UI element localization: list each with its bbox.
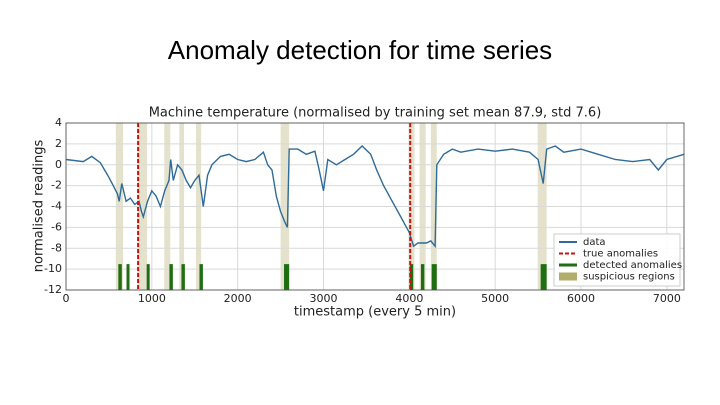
detected-anomaly: [431, 264, 437, 290]
detected-anomaly: [199, 264, 203, 290]
x-tick-label: 1000: [138, 292, 166, 305]
x-tick-label: 3000: [310, 292, 338, 305]
detected-anomaly: [284, 264, 290, 290]
x-tick-label: 6000: [567, 292, 595, 305]
x-tick-label: 0: [63, 292, 70, 305]
legend-label: true anomalies: [583, 249, 658, 260]
y-tick-label: -6: [51, 220, 62, 233]
legend-label: detected anomalies: [583, 260, 682, 271]
x-tick-label: 2000: [224, 292, 252, 305]
y-tick-label: -2: [51, 179, 62, 192]
chart-title: Machine temperature (normalised by train…: [149, 106, 602, 121]
plot-frame: [65, 122, 685, 291]
y-tick-label: -8: [51, 241, 62, 254]
detected-anomaly: [169, 264, 173, 290]
detected-anomaly: [181, 264, 185, 290]
legend-swatch: [559, 272, 577, 281]
x-tick-label: 7000: [653, 292, 681, 305]
y-tick-label: 0: [55, 158, 62, 171]
y-tick-label: -12: [44, 283, 62, 296]
detected-anomaly: [409, 264, 414, 290]
x-tick-label: 4000: [395, 292, 423, 305]
legend-label: suspicious regions: [583, 272, 675, 283]
data-line: [65, 145, 685, 249]
y-tick-label: 2: [55, 137, 62, 150]
y-axis-label: normalised readings: [32, 140, 47, 273]
y-tick-label: -10: [44, 262, 62, 275]
detected-anomaly: [118, 264, 122, 290]
legend-label: data: [583, 237, 606, 248]
slide-title: Anomaly detection for time series: [168, 35, 552, 65]
detected-anomaly: [146, 264, 150, 290]
detected-anomaly: [540, 264, 547, 290]
x-tick-label: 5000: [481, 292, 509, 305]
detected-anomaly: [420, 264, 425, 290]
y-tick-label: 4: [55, 116, 62, 129]
y-tick-label: -4: [51, 200, 62, 213]
detected-anomaly: [126, 264, 130, 290]
x-axis-label: timestamp (every 5 min): [294, 305, 456, 320]
